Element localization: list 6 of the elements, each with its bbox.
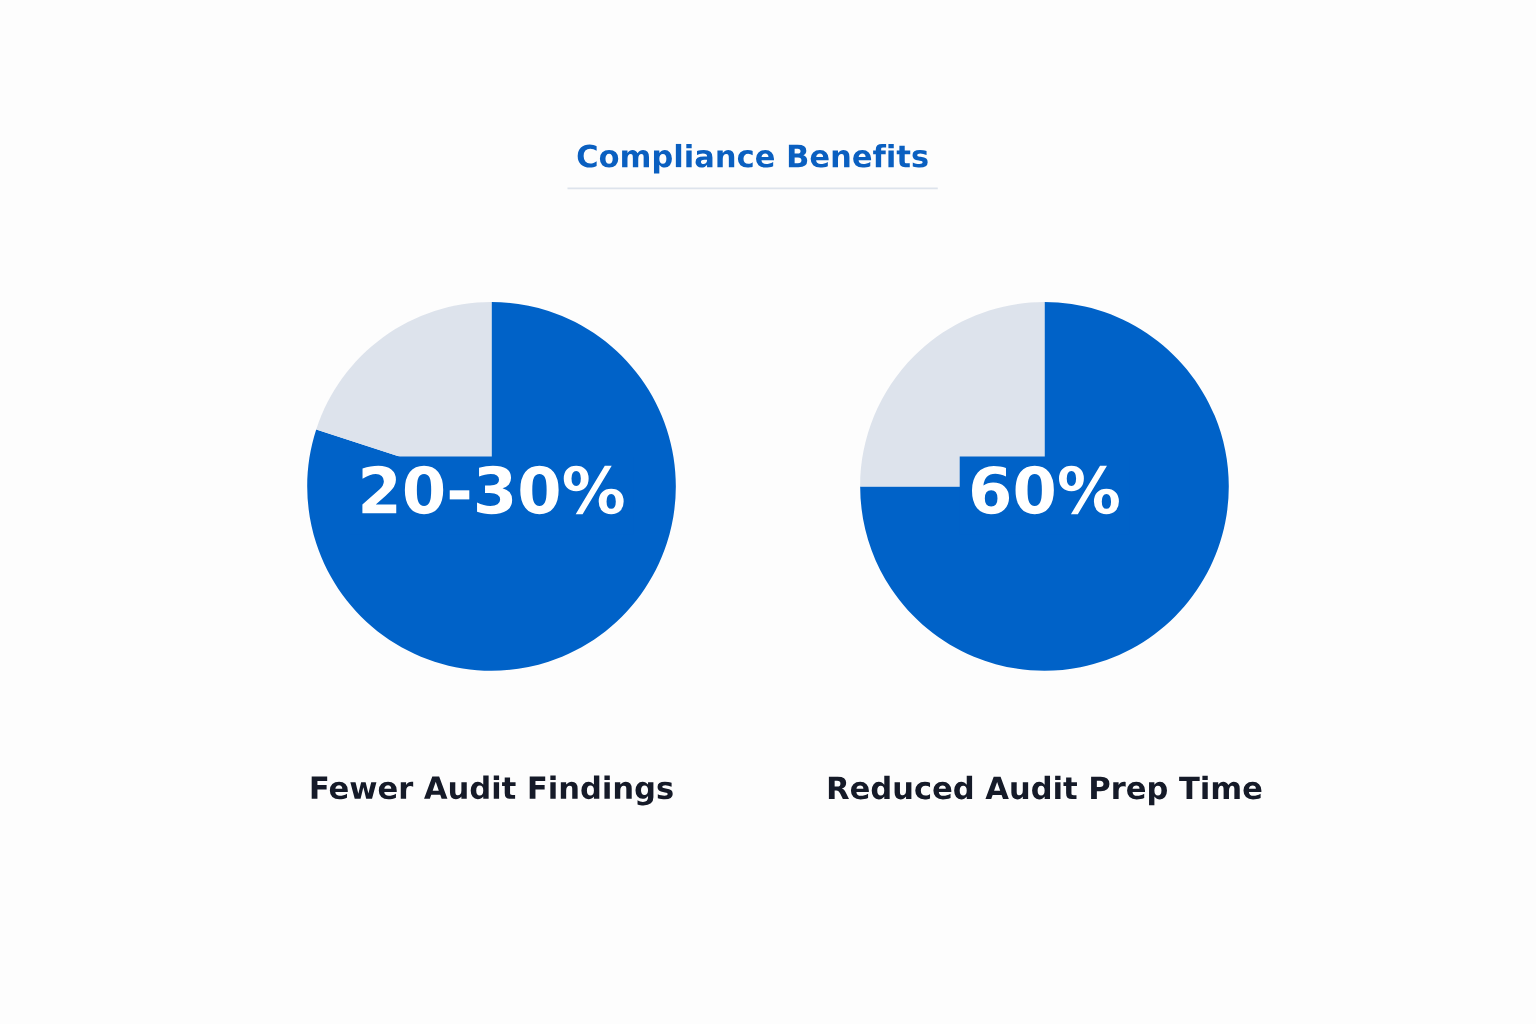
text: Compliance Benefits <box>577 143 928 174</box>
pie-slice <box>860 302 1229 671</box>
text: Reduced Audit Prep Time <box>828 775 1262 806</box>
text: Fewer Audit Findings <box>311 775 673 806</box>
text: 20-30% <box>362 465 624 515</box>
text: 60% <box>971 465 1119 515</box>
